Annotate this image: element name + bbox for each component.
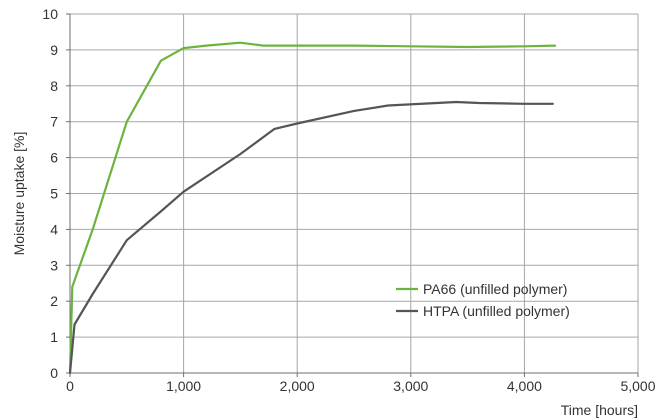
legend-label-1: HTPA (unfilled polymer) [423,303,570,319]
y-tick-label-2: 2 [50,293,58,309]
y-tick-label-8: 8 [50,78,58,94]
x-tick-label-0: 0 [66,378,74,394]
axes [66,13,639,377]
y-tick-label-9: 9 [50,42,58,58]
x-tick-label-3: 3,000 [393,378,428,394]
x-tick-label-1: 1,000 [166,378,201,394]
y-tick-label-4: 4 [50,221,58,237]
x-axis-label: Time [hours] [561,402,638,418]
y-tick-label-5: 5 [50,186,58,202]
y-tick-label-7: 7 [50,114,58,130]
x-tick-label-2: 2,000 [280,378,315,394]
x-tick-labels: 0 1,000 2,000 3,000 4,000 5,000 [66,378,656,394]
legend: PA66 (unfilled polymer) HTPA (unfilled po… [396,281,570,319]
y-tick-label-10: 10 [42,6,58,22]
grid [70,13,639,373]
y-tick-labels: 0 1 2 3 4 5 6 7 8 9 10 [42,6,58,381]
x-tick-label-5: 5,000 [620,378,655,394]
series-lines [68,41,557,375]
legend-label-0: PA66 (unfilled polymer) [423,281,567,297]
series-line-0 [68,41,557,375]
y-tick-label-1: 1 [50,329,58,345]
x-tick-label-4: 4,000 [507,378,542,394]
y-tick-label-3: 3 [50,257,58,273]
series-line-1 [68,100,554,375]
y-axis-label: Moisture uptake [%] [11,132,27,256]
y-tick-label-6: 6 [50,150,58,166]
y-tick-label-0: 0 [50,365,58,381]
